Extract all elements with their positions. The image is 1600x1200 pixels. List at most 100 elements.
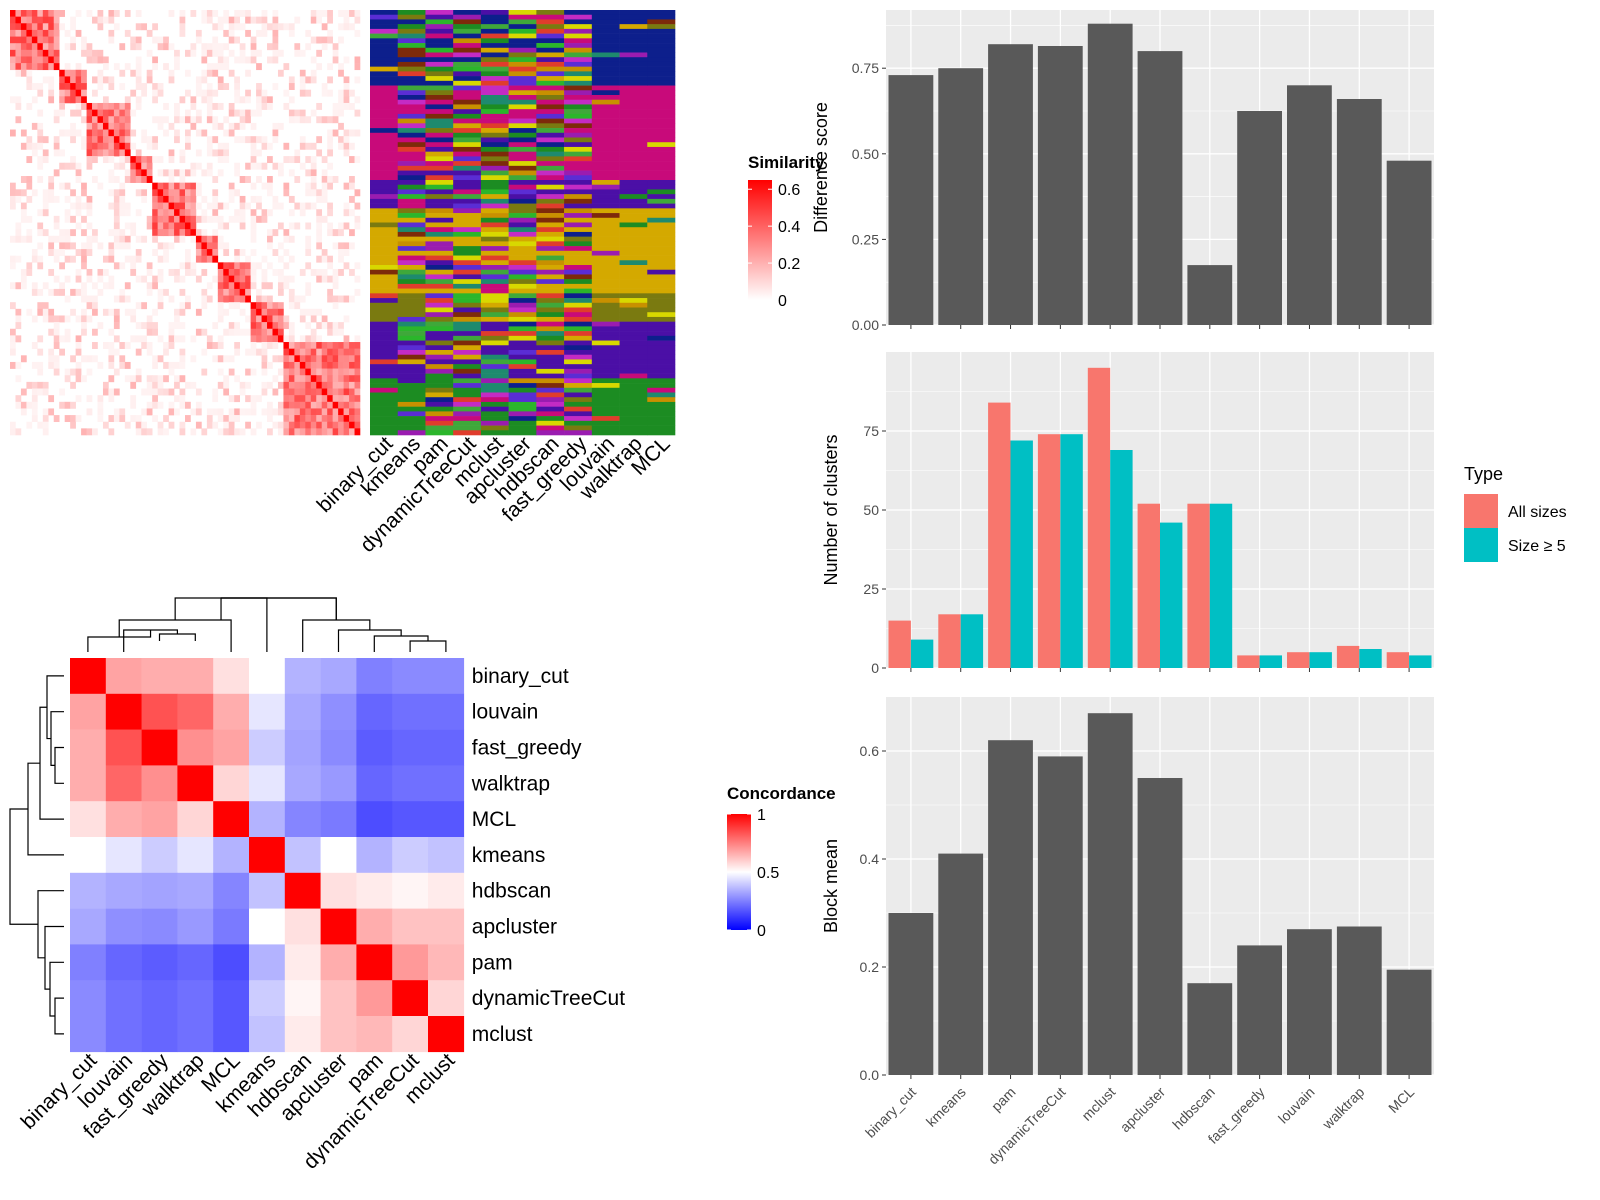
membership-cell (591, 213, 620, 219)
similarity-cell (168, 242, 175, 250)
similarity-cell (239, 43, 246, 51)
similarity-cell (217, 222, 224, 230)
membership-cell (647, 194, 676, 200)
similarity-cell (316, 322, 323, 330)
membership-cell (425, 184, 454, 190)
similarity-cell (75, 83, 82, 90)
similarity-cell (245, 202, 251, 210)
membership-cell (508, 104, 537, 110)
similarity-cell (108, 428, 115, 436)
membership-cell (425, 198, 454, 204)
concordance-legend-tick: 0.5 (757, 865, 779, 882)
similarity-cell (119, 162, 126, 170)
similarity-cell (223, 83, 230, 90)
similarity-cell (349, 242, 355, 250)
bar (888, 75, 934, 325)
similarity-cell (20, 209, 27, 217)
similarity-cell (354, 415, 361, 423)
membership-cell (453, 302, 482, 308)
similarity-cell (179, 209, 186, 217)
similarity-cell (234, 215, 240, 223)
membership-cell (370, 10, 399, 16)
membership-cell (619, 161, 648, 167)
membership-cell (536, 411, 565, 417)
membership-cell (536, 203, 565, 209)
similarity-cell (48, 308, 55, 316)
similarity-cell (327, 182, 333, 190)
similarity-cell (102, 129, 109, 137)
membership-cell (591, 189, 620, 195)
similarity-cell (349, 176, 355, 183)
membership-cell (480, 213, 509, 219)
similarity-cell (53, 235, 60, 243)
membership-cell (480, 76, 509, 82)
membership-cell (453, 109, 482, 115)
similarity-cell (256, 262, 262, 270)
similarity-cell (119, 182, 126, 190)
similarity-cell (267, 182, 273, 190)
similarity-cell (179, 335, 186, 343)
similarity-cell (250, 16, 257, 24)
similarity-cell (294, 116, 301, 124)
similarity-cell (10, 335, 16, 343)
similarity-cell (174, 395, 180, 403)
similarity-cell (223, 149, 230, 157)
membership-cell (480, 260, 509, 266)
membership-cell (397, 283, 426, 289)
similarity-cell (338, 89, 344, 97)
membership-cell (647, 265, 676, 271)
membership-cell (425, 142, 454, 148)
similarity-cell (113, 195, 120, 203)
similarity-cell (15, 23, 22, 31)
similarity-cell (343, 142, 350, 150)
similarity-cell (102, 16, 109, 24)
similarity-cell (239, 10, 246, 17)
membership-cell (508, 364, 537, 370)
similarity-cell (113, 109, 120, 117)
membership-cell (619, 24, 648, 30)
membership-cell (536, 47, 565, 53)
similarity-cell (86, 268, 93, 276)
similarity-cell (277, 49, 284, 57)
similarity-cell (124, 209, 131, 217)
similarity-cell (130, 229, 137, 237)
membership-cell (647, 104, 676, 110)
membership-cell (508, 28, 537, 34)
membership-cell (425, 359, 454, 365)
similarity-cell (283, 401, 290, 409)
similarity-cell (261, 282, 268, 290)
membership-cell (619, 189, 648, 195)
similarity-cell (217, 56, 224, 64)
similarity-cell (42, 421, 49, 429)
similarity-cell (228, 421, 235, 429)
similarity-cell (64, 215, 71, 223)
concordance-cell (177, 658, 214, 695)
membership-cell (536, 321, 565, 327)
similarity-cell (195, 215, 202, 223)
similarity-cell (75, 415, 82, 423)
membership-cell (619, 47, 648, 53)
membership-cell (508, 335, 537, 341)
similarity-cell (267, 322, 273, 330)
similarity-cell (179, 229, 186, 237)
similarity-cell (81, 89, 87, 97)
similarity-cell (86, 43, 93, 51)
membership-cell (370, 95, 399, 101)
similarity-cell (70, 255, 76, 263)
membership-cell (453, 180, 482, 186)
similarity-cell (119, 83, 126, 90)
similarity-cell (64, 255, 71, 263)
similarity-cell (130, 381, 137, 389)
similarity-cell (228, 215, 235, 223)
similarity-cell (42, 209, 49, 217)
similarity-cell (179, 322, 186, 330)
similarity-cell (113, 222, 120, 230)
similarity-cell (338, 355, 344, 363)
concordance-cell (392, 693, 429, 730)
membership-cell (619, 279, 648, 285)
similarity-cell (81, 315, 87, 323)
membership-cell (480, 293, 509, 299)
similarity-cell (168, 229, 175, 237)
membership-cell (425, 227, 454, 233)
membership-cell (370, 345, 399, 351)
